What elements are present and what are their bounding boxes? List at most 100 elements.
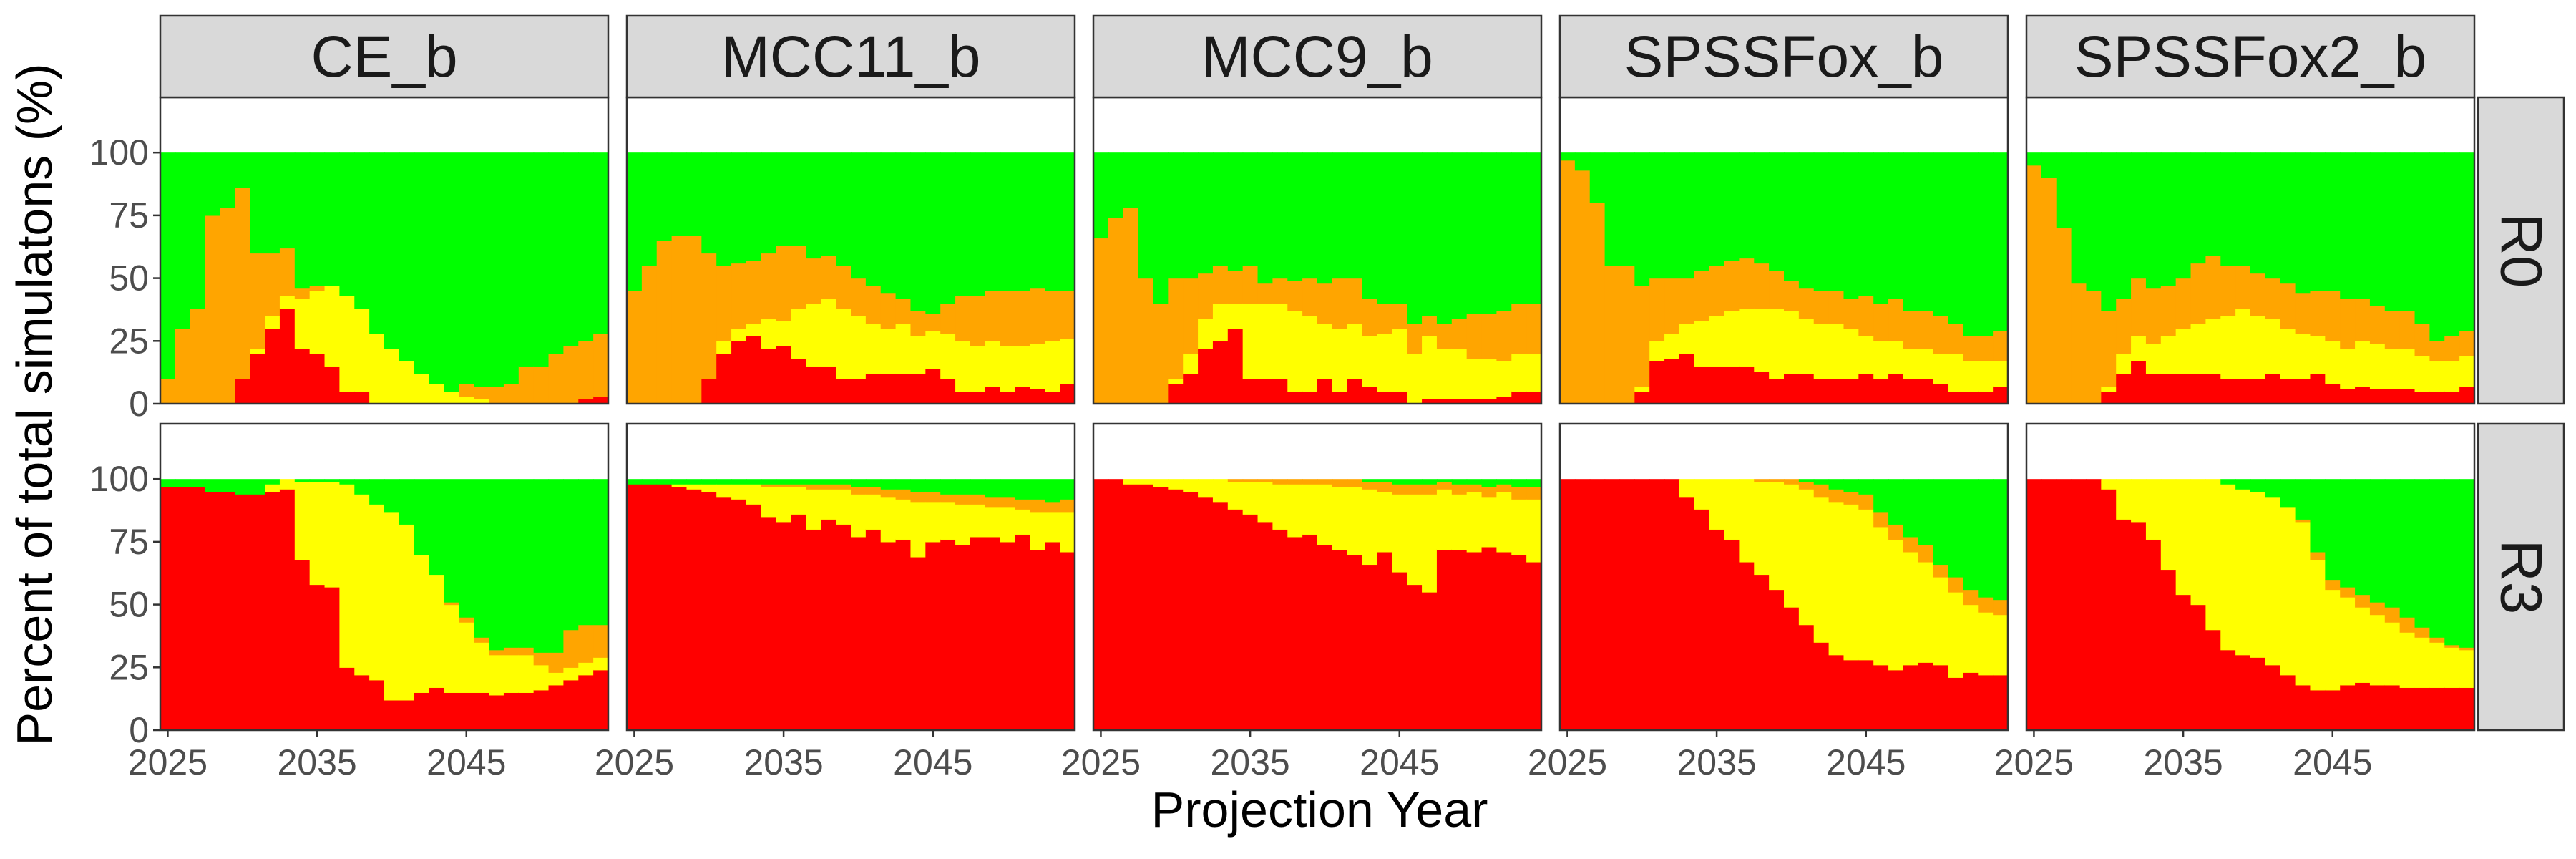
yellow-area-segment: [1060, 511, 1075, 553]
row-label-R3: R3: [2489, 540, 2554, 615]
yellow-area-segment: [940, 501, 956, 540]
green-area-segment: [489, 479, 504, 651]
green-area-segment: [369, 479, 385, 505]
green-area-segment: [2235, 152, 2251, 266]
yellow-area-segment: [1317, 484, 1333, 545]
red-area-segment: [627, 484, 643, 731]
green-area-segment: [474, 152, 489, 387]
orange-area-segment: [761, 253, 777, 319]
yellow-area-segment: [1694, 479, 1710, 510]
green-area-segment: [1153, 152, 1169, 304]
green-area-segment: [1526, 479, 1542, 487]
yellow-area-segment: [2190, 479, 2206, 606]
yellow-area-segment: [384, 511, 400, 701]
red-area-segment: [265, 491, 280, 731]
red-area-segment: [474, 692, 489, 731]
green-area-segment: [2384, 479, 2401, 608]
orange-area-segment: [1828, 489, 1845, 503]
green-area-segment: [2026, 152, 2042, 166]
yellow-area-segment: [533, 664, 550, 691]
green-area-segment: [2280, 479, 2296, 508]
yellow-area-segment: [1888, 341, 1904, 374]
row-strip-R0: [2477, 96, 2565, 405]
y-axis-title: Percent of total simulatons (%): [6, 63, 62, 745]
red-area-segment: [2369, 684, 2386, 731]
yellow-area-segment: [701, 484, 717, 492]
orange-area-segment: [1000, 496, 1016, 508]
red-area-segment: [1347, 554, 1363, 731]
green-area-segment: [593, 479, 609, 626]
yellow-area-segment: [2265, 496, 2281, 666]
green-area-segment: [1709, 152, 1725, 266]
panel-MCC9_b-R0: [1093, 97, 1542, 404]
orange-area-segment: [970, 494, 986, 505]
yellow-area-segment: [1709, 316, 1725, 367]
green-area-segment: [791, 479, 806, 485]
orange-area-segment: [1451, 318, 1468, 349]
orange-area-segment: [474, 386, 489, 399]
red-area-segment: [865, 529, 882, 731]
green-area-segment: [746, 152, 762, 261]
orange-area-segment: [1769, 479, 1785, 482]
orange-area-segment: [1060, 499, 1075, 513]
orange-area-segment: [627, 291, 643, 404]
orange-area-segment: [1634, 286, 1650, 387]
yellow-area-segment: [2116, 353, 2132, 374]
yellow-area-segment: [459, 622, 474, 693]
green-area-segment: [627, 152, 643, 291]
orange-area-segment: [1287, 479, 1303, 485]
orange-area-segment: [548, 652, 564, 673]
orange-area-segment: [503, 647, 519, 656]
y-tick-label: 25: [109, 647, 149, 687]
red-area-segment: [2086, 479, 2102, 731]
yellow-area-segment: [1045, 511, 1060, 543]
yellow-area-segment: [2145, 343, 2162, 374]
yellow-area-segment: [2160, 336, 2177, 374]
green-area-segment: [731, 152, 747, 264]
green-area-segment: [1466, 152, 1483, 314]
orange-area-segment: [1649, 278, 1665, 341]
green-area-segment: [940, 152, 956, 304]
red-area-segment: [1798, 624, 1815, 731]
green-area-segment: [940, 479, 956, 495]
yellow-area-segment: [716, 484, 732, 498]
orange-area-segment: [2325, 579, 2341, 591]
red-area-segment: [2175, 373, 2192, 404]
orange-area-segment: [1015, 499, 1030, 510]
red-area-segment: [1724, 366, 1740, 404]
orange-area-segment: [533, 366, 550, 404]
yellow-area-segment: [2414, 637, 2430, 688]
orange-area-segment: [2101, 311, 2117, 387]
orange-area-segment: [1227, 271, 1244, 304]
yellow-area-segment: [821, 298, 836, 367]
x-tick-label: 2025: [128, 742, 208, 782]
green-area-segment: [578, 479, 594, 626]
orange-area-segment: [1242, 479, 1259, 482]
facet-strip-MCC9_b: [1092, 14, 1543, 99]
yellow-area-segment: [2235, 489, 2251, 656]
red-area-segment: [1526, 391, 1542, 404]
orange-area-segment: [2131, 278, 2147, 336]
red-area-segment: [1993, 386, 2009, 404]
red-area-segment: [2280, 378, 2296, 404]
yellow-area-segment: [1649, 341, 1665, 361]
red-area-segment: [910, 373, 926, 404]
yellow-area-segment: [1407, 353, 1423, 404]
red-area-segment: [1153, 486, 1169, 731]
orange-area-segment: [851, 278, 867, 316]
red-area-segment: [2250, 378, 2266, 404]
green-area-segment: [1724, 152, 1740, 261]
red-area-segment: [731, 499, 747, 731]
yellow-area-segment: [1724, 311, 1740, 367]
red-area-segment: [578, 398, 594, 404]
green-area-segment: [1451, 152, 1468, 319]
green-area-segment: [1030, 152, 1045, 289]
yellow-area-segment: [1212, 479, 1229, 503]
orange-area-segment: [746, 261, 762, 324]
orange-area-segment: [563, 629, 579, 668]
green-area-segment: [2399, 152, 2416, 311]
red-area-segment: [851, 536, 867, 731]
x-tick-label: 2045: [2293, 742, 2372, 782]
green-area-segment: [2369, 479, 2386, 603]
yellow-area-segment: [2414, 356, 2430, 392]
